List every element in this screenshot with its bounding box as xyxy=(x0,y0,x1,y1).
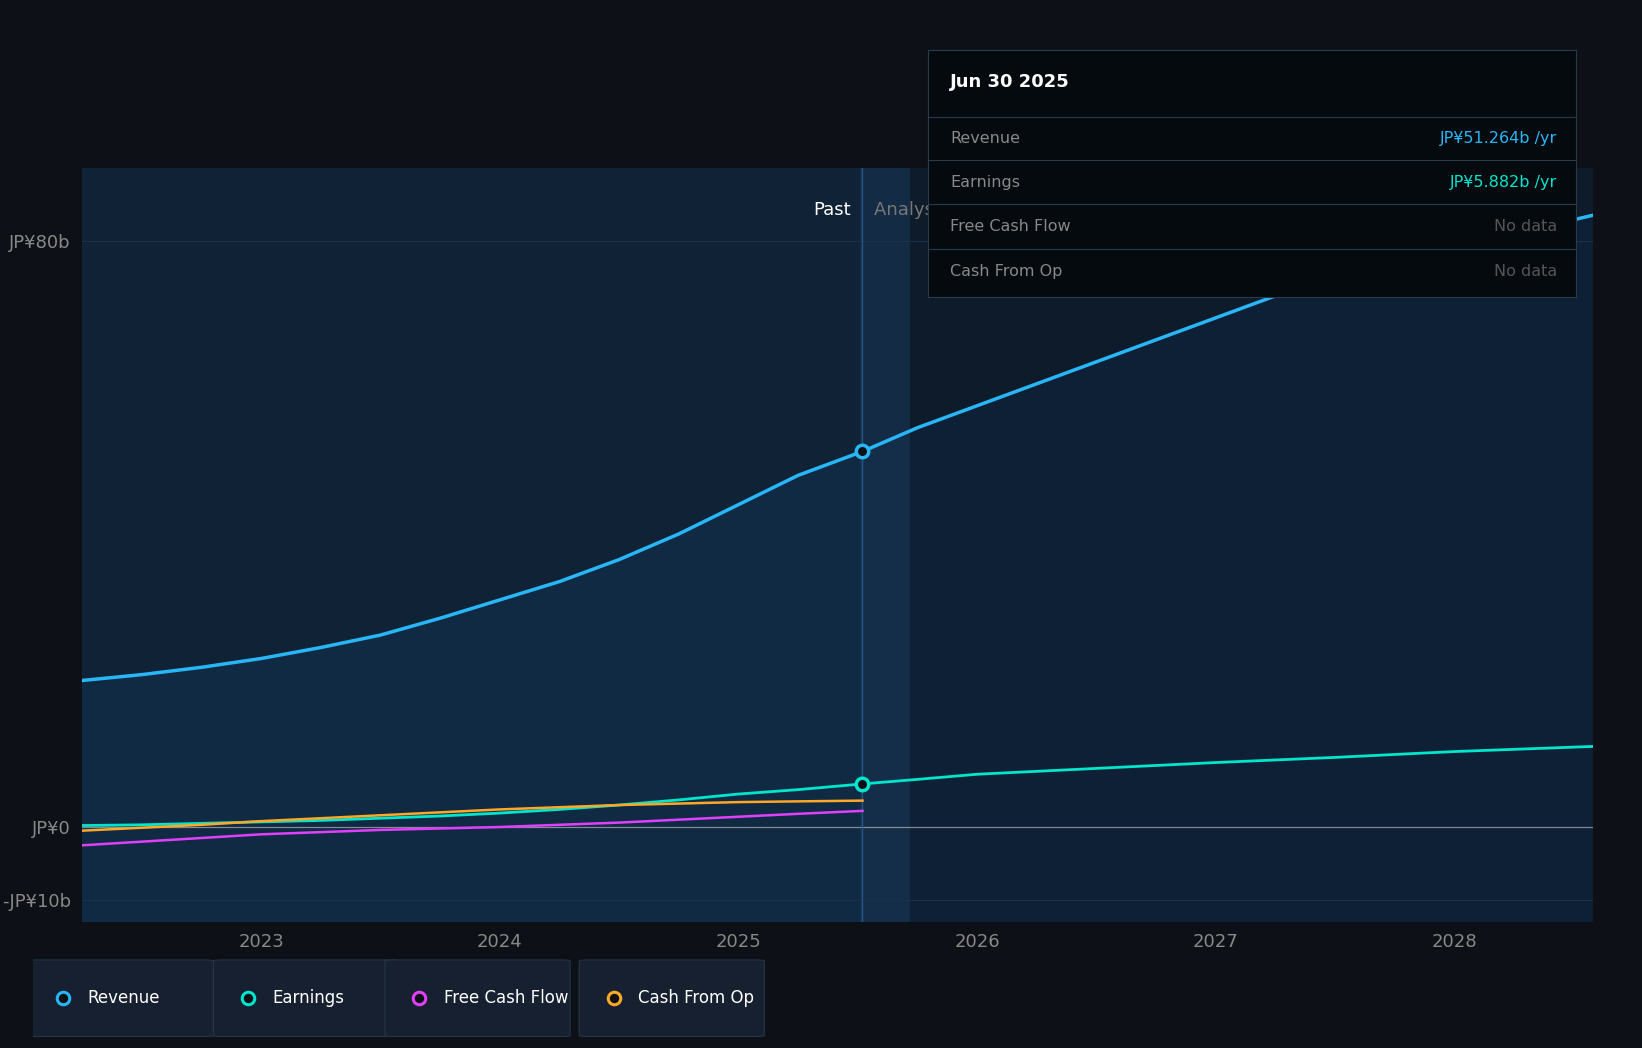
FancyBboxPatch shape xyxy=(28,960,213,1036)
Text: No data: No data xyxy=(1494,264,1557,280)
Text: Earnings: Earnings xyxy=(951,175,1020,190)
Text: Cash From Op: Cash From Op xyxy=(639,989,754,1007)
Text: Revenue: Revenue xyxy=(951,131,1020,147)
Text: Past: Past xyxy=(813,201,851,219)
FancyBboxPatch shape xyxy=(386,960,570,1036)
Text: Earnings: Earnings xyxy=(273,989,345,1007)
FancyBboxPatch shape xyxy=(213,960,399,1036)
Text: Revenue: Revenue xyxy=(87,989,159,1007)
Text: Free Cash Flow: Free Cash Flow xyxy=(951,219,1071,234)
Text: JP¥51.264b /yr: JP¥51.264b /yr xyxy=(1440,131,1557,147)
Bar xyxy=(82,168,862,922)
Text: Jun 30 2025: Jun 30 2025 xyxy=(951,73,1071,91)
Bar xyxy=(862,168,1593,922)
Bar xyxy=(860,168,910,922)
Text: Analysts Forecasts: Analysts Forecasts xyxy=(875,201,1043,219)
Text: JP¥5.882b /yr: JP¥5.882b /yr xyxy=(1450,175,1557,190)
Text: No data: No data xyxy=(1494,219,1557,234)
Text: Free Cash Flow: Free Cash Flow xyxy=(443,989,568,1007)
Text: Cash From Op: Cash From Op xyxy=(951,264,1062,280)
FancyBboxPatch shape xyxy=(580,960,765,1036)
